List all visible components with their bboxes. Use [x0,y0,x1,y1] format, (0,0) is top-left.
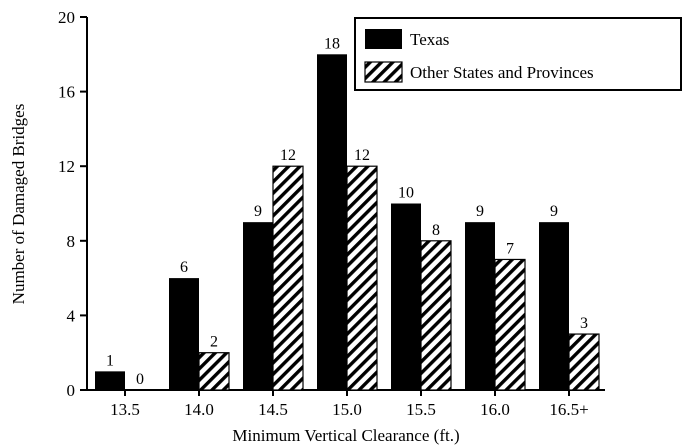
data-label-other-states: 3 [580,315,588,332]
y-tick-label: 20 [58,8,75,27]
legend-swatch-other-states [364,61,403,83]
bar-other-states [346,165,378,391]
x-tick-label: 16.0 [480,400,510,419]
x-tick-label: 13.5 [110,400,140,419]
bar-texas [169,278,199,390]
data-label-other-states: 2 [210,334,218,351]
y-tick-label: 8 [67,232,76,251]
x-tick-label: 14.5 [258,400,288,419]
data-label-other-states: 12 [280,147,296,164]
legend-label-texas: Texas [410,30,449,49]
legend-swatch-texas [365,29,402,49]
bar-texas [243,222,273,390]
y-axis-title: Number of Damaged Bridges [9,104,28,305]
bar-series [95,54,600,391]
x-axis-ticks: 13.5 14.0 14.5 15.0 15.5 16.0 16.5+ [110,390,589,419]
y-tick-label: 12 [58,157,75,176]
legend-label-other-states: Other States and Provinces [410,63,594,82]
bar-other-states [568,333,600,391]
bar-texas [391,203,421,390]
y-axis-ticks: 0 4 8 12 16 20 [58,8,87,400]
x-tick-label: 15.0 [332,400,362,419]
y-tick-label: 4 [67,306,76,325]
bar-texas [465,222,495,390]
data-label-texas: 9 [476,203,484,220]
bar-other-states [494,258,526,391]
data-label-texas: 6 [180,259,188,276]
bar-texas [317,54,347,391]
bar-other-states [198,352,230,391]
bar-other-states [420,240,452,391]
bar-texas [539,222,569,390]
data-label-texas: 10 [398,185,414,202]
data-label-other-states: 7 [506,240,514,257]
x-tick-label: 15.5 [406,400,436,419]
data-label-other-states: 12 [354,147,370,164]
data-label-texas: 18 [324,35,340,52]
data-label-texas: 9 [254,203,262,220]
chart-legend: Texas Other States and Provinces [354,17,682,91]
x-axis-title: Minimum Vertical Clearance (ft.) [232,426,459,445]
data-label-texas: 1 [106,352,114,369]
legend-frame [354,17,682,91]
data-label-texas: 9 [550,203,558,220]
bar-other-states [272,165,304,391]
data-label-other-states: 8 [432,222,440,239]
x-tick-label: 14.0 [184,400,214,419]
bar-texas [95,371,125,390]
y-tick-label: 16 [58,83,75,102]
y-tick-label: 0 [67,381,76,400]
x-tick-label: 16.5+ [549,400,588,419]
data-label-other-states: 0 [136,371,144,388]
